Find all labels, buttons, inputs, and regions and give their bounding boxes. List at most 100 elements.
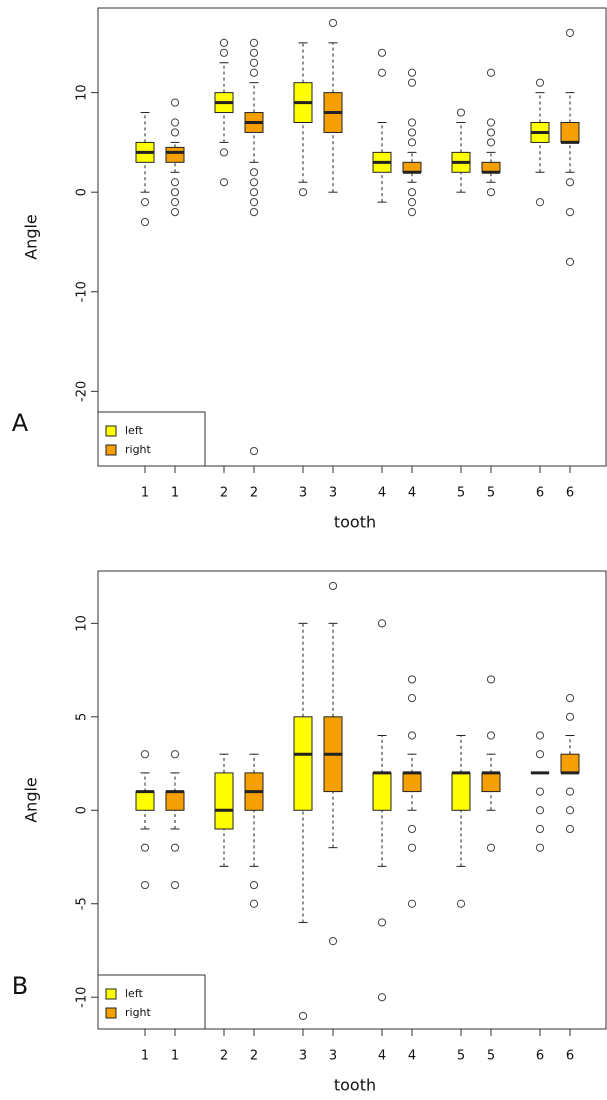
outlier [170,750,180,759]
outlier [407,198,417,207]
x-tick-label: 3 [329,1049,337,1064]
outlier [535,198,545,207]
outlier [565,257,575,266]
outlier [219,148,229,157]
outlier [486,731,496,740]
outlier [486,68,496,77]
outlier [249,899,259,908]
x-tick-label: 5 [457,486,465,501]
legend-label: right [125,1006,152,1019]
x-tick-label: 5 [457,1049,465,1064]
outlier [565,208,575,217]
outlier [486,843,496,852]
y-axis-label: Angle [22,777,41,823]
outlier [486,138,496,147]
box [481,772,501,793]
legend-label: left [125,424,144,437]
x-axis-label: tooth [334,1076,376,1095]
legend-swatch [105,1007,117,1019]
outlier [328,581,338,591]
plot-frame [97,570,607,1030]
outlier [249,880,259,890]
outlier [407,824,417,834]
box [135,791,155,811]
box [560,753,580,774]
x-tick-label: 6 [536,1049,544,1064]
plot-frame [97,7,607,467]
x-tick-label: 6 [566,1049,574,1064]
outlier [565,806,575,815]
y-tick-label: 0 [75,188,90,196]
outlier [565,824,575,834]
outlier [377,918,387,927]
outlier [486,128,496,137]
outlier [407,78,417,87]
outlier [249,68,259,77]
x-tick-label: 5 [487,486,495,501]
outlier [565,787,575,796]
outlier [535,787,545,796]
outlier [407,731,417,740]
outlier [535,731,545,740]
legend-swatch [105,425,117,437]
x-tick-label: 1 [171,1049,179,1064]
outlier [565,28,575,37]
y-tick-label: 5 [75,713,90,721]
outlier [298,1011,308,1021]
outlier [140,843,150,852]
x-tick-label: 2 [220,1049,228,1064]
box [165,146,185,163]
legend-swatch [105,444,117,456]
x-tick-label: 3 [299,486,307,501]
x-tick-label: 2 [220,486,228,501]
x-tick-label: 1 [141,1049,149,1064]
y-tick-label: 0 [75,806,90,814]
outlier [298,188,308,197]
outlier [170,98,180,107]
outlier [249,198,259,207]
legend-frame [97,974,206,1030]
legend-label: left [125,987,144,1000]
outlier [535,806,545,815]
outlier [328,937,338,946]
panel-label: B [12,972,28,1000]
outlier [565,178,575,187]
outlier [407,68,417,77]
outlier [486,188,496,197]
outlier [219,38,229,47]
outlier [140,750,150,759]
outlier [407,208,417,217]
outlier [377,993,387,1002]
outlier [535,750,545,759]
x-tick-label: 1 [141,486,149,501]
box [451,772,471,811]
x-tick-label: 6 [566,486,574,501]
legend-swatch [105,988,117,1000]
y-tick-label: -10 [75,987,90,1008]
outlier [328,18,338,28]
outlier [249,168,259,177]
outlier [219,178,229,187]
box [214,772,234,830]
outlier [486,118,496,127]
outlier [456,899,466,908]
outlier [535,843,545,852]
x-tick-label: 3 [299,1049,307,1064]
outlier [407,694,417,703]
box [165,791,185,811]
outlier [407,675,417,684]
box [293,716,313,811]
outlier [170,880,180,890]
outlier [407,843,417,852]
box [402,772,422,793]
outlier [249,188,259,197]
outlier [249,48,259,57]
outlier [407,188,417,197]
outlier [170,843,180,852]
outlier [535,78,545,87]
outlier [565,694,575,703]
outlier [486,675,496,684]
outlier [377,48,387,57]
outlier [170,188,180,197]
y-tick-label: -10 [75,281,90,302]
